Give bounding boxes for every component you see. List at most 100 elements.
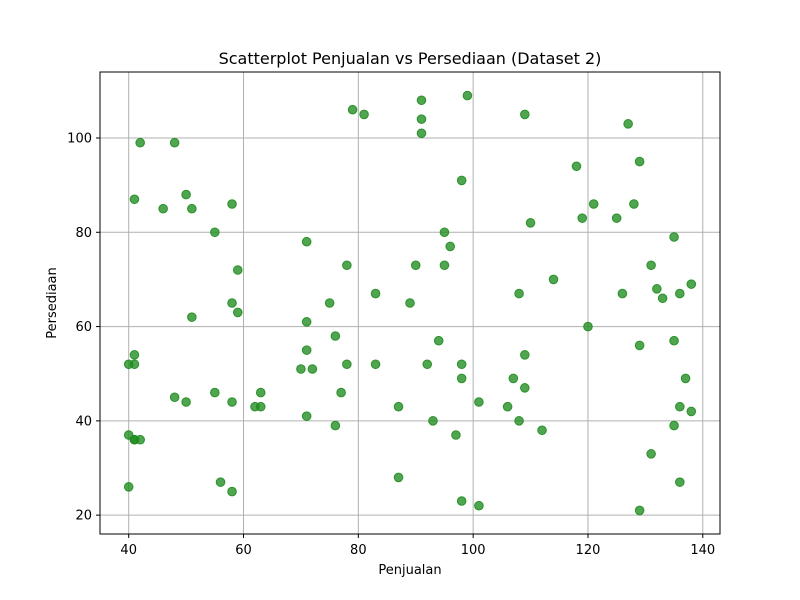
- scatter-point: [342, 260, 352, 271]
- scatter-point: [129, 350, 140, 360]
- scatter-point: [301, 317, 312, 327]
- scatter-point: [428, 416, 438, 426]
- scatter-point: [634, 340, 645, 351]
- scatter-point: [359, 109, 369, 120]
- x-tick-label: 80: [350, 543, 367, 558]
- scatter-point: [629, 199, 639, 209]
- scatter-point: [129, 194, 140, 205]
- scatter-point: [342, 359, 352, 370]
- scatter-point: [548, 274, 559, 285]
- scatter-point: [336, 387, 346, 398]
- scatter-point: [296, 364, 306, 374]
- scatter-point: [215, 477, 226, 487]
- x-tick-label: 140: [690, 543, 715, 558]
- scatter-point: [508, 373, 519, 384]
- scatter-point: [210, 227, 220, 238]
- scatter-point: [227, 199, 237, 209]
- scatter-point: [520, 383, 530, 393]
- scatter-point: [588, 199, 599, 209]
- scatter-point: [669, 335, 679, 346]
- x-tick-label: 120: [576, 543, 601, 558]
- scatter-point: [393, 472, 404, 483]
- scatter-point: [652, 284, 662, 294]
- scatter-point: [307, 364, 318, 374]
- scatter-point: [577, 213, 588, 223]
- scatter-point: [669, 232, 679, 242]
- scatter-point: [686, 279, 697, 289]
- scatter-point: [520, 109, 530, 120]
- scatter-point: [210, 387, 220, 398]
- scatter-point: [686, 406, 697, 417]
- scatter-point: [393, 401, 404, 412]
- scatter-point: [611, 213, 622, 223]
- scatter-point: [301, 236, 312, 247]
- scatter-point: [675, 477, 685, 487]
- scatter-point: [181, 397, 191, 407]
- scatter-point: [439, 260, 450, 271]
- y-tick-label: 20: [75, 509, 92, 524]
- scatter-point: [330, 331, 341, 341]
- scatter-point: [456, 496, 467, 506]
- scatter-point: [135, 434, 145, 445]
- scatter-point: [502, 401, 513, 412]
- scatter-point: [680, 373, 691, 384]
- x-tick-label: 40: [120, 543, 137, 558]
- scatter-point: [617, 288, 628, 299]
- scatter-point: [324, 298, 335, 308]
- x-axis-label: Penjualan: [378, 563, 441, 578]
- scatter-point: [675, 288, 685, 299]
- y-tick-label: 100: [67, 132, 92, 147]
- scatter-point: [232, 307, 243, 318]
- scatter-point: [571, 161, 582, 172]
- scatter-point: [623, 119, 633, 129]
- scatter-point: [657, 293, 668, 304]
- scatter-point: [416, 114, 427, 124]
- scatter-point: [456, 359, 467, 370]
- scatter-point: [537, 425, 547, 436]
- scatter-point: [634, 156, 645, 167]
- y-axis-ticks: 20 40 60 80 100: [67, 132, 100, 524]
- y-tick-label: 40: [75, 414, 92, 429]
- scatter-point: [451, 430, 461, 440]
- scatter-point: [181, 189, 191, 200]
- grid: [100, 72, 720, 534]
- scatter-point: [370, 288, 381, 299]
- y-tick-label: 80: [75, 226, 92, 241]
- scatter-point: [227, 397, 237, 407]
- scatter-point: [405, 298, 415, 308]
- scatter-point: [445, 241, 455, 252]
- scatter-point: [187, 312, 197, 322]
- scatter-point: [474, 397, 484, 407]
- scatter-point: [232, 265, 243, 275]
- scatter-point: [514, 416, 524, 426]
- scatter-point: [347, 104, 358, 115]
- scatter-point: [301, 345, 312, 355]
- scatter-point: [583, 321, 593, 332]
- scatter-point: [416, 128, 427, 139]
- scatter-point: [520, 350, 530, 360]
- y-tick-label: 60: [75, 320, 92, 335]
- scatter-point: [433, 335, 444, 346]
- scatter-point: [255, 401, 266, 412]
- scatter-point: [301, 411, 312, 421]
- scatter-point: [129, 359, 140, 370]
- scatter-point: [675, 401, 685, 412]
- scatter-point: [416, 95, 427, 106]
- scatter-point: [330, 420, 341, 431]
- scatter-point: [158, 203, 168, 214]
- y-axis-label: Persediaan: [45, 267, 60, 339]
- data-points: [123, 90, 697, 516]
- scatter-point: [227, 298, 237, 308]
- scatter-point: [169, 137, 180, 148]
- scatter-point: [634, 505, 645, 516]
- scatter-point: [370, 359, 381, 370]
- scatter-point: [169, 392, 180, 403]
- x-tick-label: 100: [461, 543, 486, 558]
- x-axis-ticks: 40 60 80 100 120 140: [120, 534, 715, 558]
- scatter-point: [456, 175, 467, 186]
- scatter-point: [646, 449, 656, 459]
- scatter-point: [462, 90, 473, 101]
- scatter-point: [227, 486, 237, 497]
- scatter-point: [669, 420, 679, 431]
